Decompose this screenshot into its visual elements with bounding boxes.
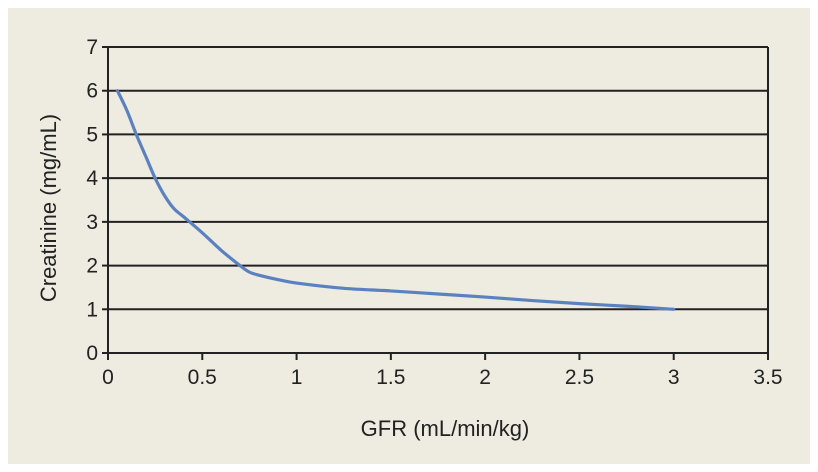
x-tick-label: 1.5 bbox=[376, 366, 405, 389]
x-tick-label: 0 bbox=[102, 366, 114, 389]
y-tick-label: 1 bbox=[86, 298, 98, 321]
creatinine-gfr-chart: 0 1 2 3 4 5 6 7 0 0.5 1 1.5 2 2.5 3 3.5 GFR (mL/min/kg)… bbox=[36, 36, 783, 441]
chart-panel: 0 1 2 3 4 5 6 7 0 0.5 1 1.5 2 2.5 3 3.5 GFR (mL/min/kg)… bbox=[8, 8, 810, 464]
axis-layer bbox=[102, 46, 769, 360]
y-axis-title: Creatinine (mg/mL) bbox=[36, 114, 61, 302]
y-tick-label: 4 bbox=[86, 167, 98, 190]
y-tick-label: 2 bbox=[86, 255, 98, 278]
x-tick-label: 1 bbox=[291, 366, 303, 389]
series-layer bbox=[115, 89, 676, 311]
y-tick-label: 5 bbox=[86, 123, 98, 146]
y-tick-label: 7 bbox=[86, 36, 98, 59]
tick-layer: 0 1 2 3 4 5 6 7 0 0.5 1 1.5 2 2.5 3 3.5 bbox=[86, 36, 782, 389]
x-tick-label: 2.5 bbox=[565, 366, 594, 389]
series-line-0 bbox=[115, 89, 676, 311]
y-tick-label: 3 bbox=[86, 211, 98, 234]
y-tick-label: 0 bbox=[86, 342, 98, 365]
x-tick-label: 3.5 bbox=[753, 366, 782, 389]
x-tick-label: 2 bbox=[479, 366, 491, 389]
grid-layer bbox=[108, 46, 768, 354]
x-axis-title: GFR (mL/min/kg) bbox=[361, 416, 530, 441]
x-tick-label: 0.5 bbox=[188, 366, 217, 389]
y-tick-label: 6 bbox=[86, 80, 98, 103]
x-tick-label: 3 bbox=[668, 366, 680, 389]
